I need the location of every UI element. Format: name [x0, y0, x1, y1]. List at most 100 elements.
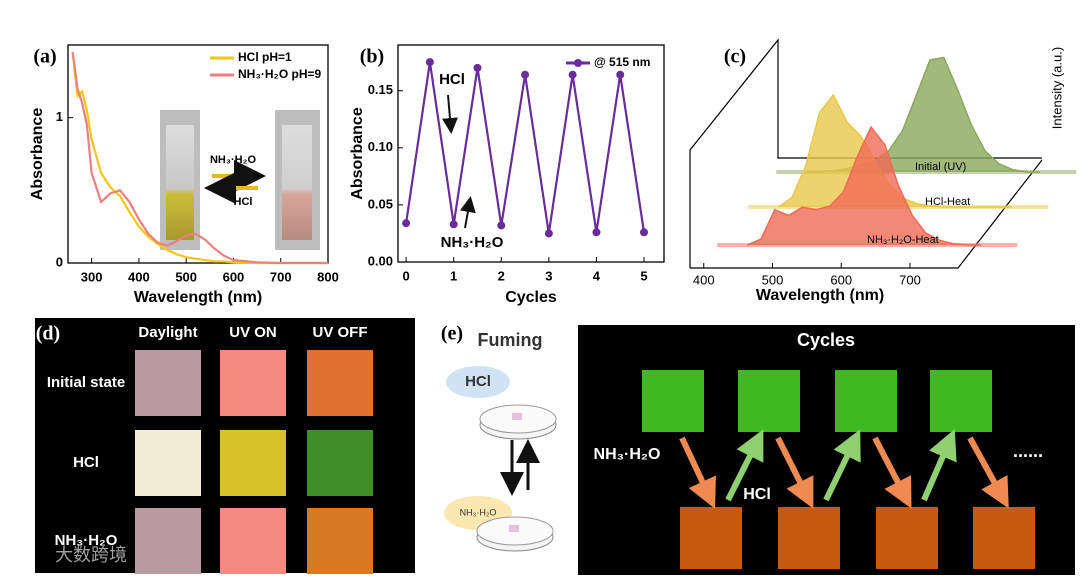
sample-photo	[135, 350, 201, 416]
panel-label: (d)	[36, 323, 60, 345]
fume-label: NH₃·H₂O	[460, 507, 497, 517]
series-label: HCl-Heat	[925, 196, 970, 208]
marker	[473, 63, 482, 72]
x-axis-label: Wavelength (nm)	[756, 287, 884, 304]
x-tick-label: 2	[498, 268, 505, 283]
sample-photo	[307, 508, 373, 574]
annotation: NH₃·H₂O	[210, 154, 256, 166]
sample-photo	[220, 430, 286, 496]
panel-label: (c)	[724, 46, 746, 68]
x-tick-label: 4	[593, 268, 601, 283]
green-sample	[835, 370, 897, 432]
x-tick-label: 300	[81, 269, 103, 284]
marker	[544, 229, 553, 238]
legend-label: NH₃·H₂O pH=9	[238, 67, 322, 81]
annotation-arrow	[460, 196, 476, 229]
x-tick-label: 600	[223, 269, 245, 284]
green-sample	[642, 370, 704, 432]
ellipsis: ......	[1013, 441, 1043, 461]
x-tick-label: 500	[175, 269, 197, 284]
panel-label: (a)	[33, 46, 56, 68]
marker	[497, 221, 506, 230]
marker	[592, 228, 601, 237]
column-header: UV ON	[229, 324, 277, 341]
sample-photo	[135, 508, 201, 574]
marker	[402, 219, 411, 228]
x-tick-label: 3	[545, 268, 552, 283]
annotation-arrow	[442, 94, 458, 134]
x-tick-label: 400	[693, 272, 715, 287]
cycle-label: NH₃·H₂O	[594, 446, 661, 463]
x-axis-label: Wavelength (nm)	[134, 289, 262, 306]
x-tick-label: 500	[762, 272, 784, 287]
sample-photo	[220, 508, 286, 574]
spectrum-area	[778, 94, 1012, 207]
orange-sample	[680, 507, 742, 569]
annotation: NH₃·H₂O	[441, 234, 504, 251]
y-axis-label: Absorbance	[349, 107, 366, 200]
y-tick-label: 0	[56, 254, 63, 269]
sample-photo	[307, 350, 373, 416]
watermark: 大数跨境	[55, 545, 127, 565]
marker	[425, 58, 434, 67]
legend-label: @ 515 nm	[594, 55, 650, 69]
arrow-down	[967, 436, 1009, 509]
spectrum-area	[806, 57, 1040, 172]
x-tick-label: 5	[640, 268, 647, 283]
y-tick-label: 0.00	[368, 253, 393, 268]
x-tick-label: 1	[450, 268, 457, 283]
column-header: UV OFF	[313, 324, 368, 341]
orange-sample	[778, 507, 840, 569]
marker	[568, 70, 577, 79]
y-tick-label: 0.05	[368, 196, 393, 211]
fuming-drawing	[444, 366, 557, 552]
column-header: Daylight	[138, 324, 197, 341]
arrow-down	[775, 436, 814, 509]
series-label: NH₃·H₂O-Heat	[867, 234, 939, 246]
sample-photo	[135, 430, 201, 496]
orange-sample	[876, 507, 938, 569]
spectrum-area	[747, 127, 981, 245]
line	[71, 52, 328, 265]
series-label: Initial (UV)	[915, 161, 966, 173]
sample-photo	[307, 430, 373, 496]
arrow-up	[921, 428, 957, 502]
inset-photo	[160, 110, 320, 250]
x-tick-label: 800	[317, 269, 339, 284]
x-tick-label: 400	[128, 269, 150, 284]
sample-photo	[220, 350, 286, 416]
arrow-down	[679, 436, 716, 509]
annotation: HCl	[234, 196, 253, 208]
x-tick-label: 600	[830, 272, 852, 287]
x-tick-label: 700	[899, 272, 921, 287]
marker	[521, 70, 530, 79]
y-tick-label: 0.10	[368, 139, 393, 154]
x-tick-label: 700	[270, 269, 292, 284]
legend-label: HCl pH=1	[238, 50, 292, 64]
x-tick-label: 0	[402, 268, 409, 283]
right-title: Cycles	[797, 330, 855, 350]
marker	[616, 70, 625, 79]
left-title: Fuming	[478, 330, 543, 350]
y-axis-label: Intensity (a.u.)	[1049, 47, 1064, 129]
marker	[449, 220, 458, 229]
marker	[640, 228, 649, 237]
panel-label: (e)	[441, 323, 463, 345]
plot-frame	[397, 44, 665, 263]
green-sample	[738, 370, 800, 432]
fume-label: HCl	[465, 373, 491, 390]
y-tick-label: 1	[56, 109, 63, 124]
arrow-up	[725, 429, 764, 502]
green-sample	[930, 370, 992, 432]
x-axis-label: Cycles	[505, 289, 557, 306]
row-label: NH₃·H₂O	[55, 532, 118, 549]
y-tick-label: 0.15	[368, 82, 393, 97]
legend-marker	[574, 59, 582, 67]
plot-frame	[67, 44, 329, 264]
spectrum-line	[747, 125, 981, 246]
line	[71, 52, 328, 265]
row-label: HCl	[73, 454, 99, 471]
row-label: Initial state	[47, 374, 125, 391]
orange-sample	[973, 507, 1035, 569]
